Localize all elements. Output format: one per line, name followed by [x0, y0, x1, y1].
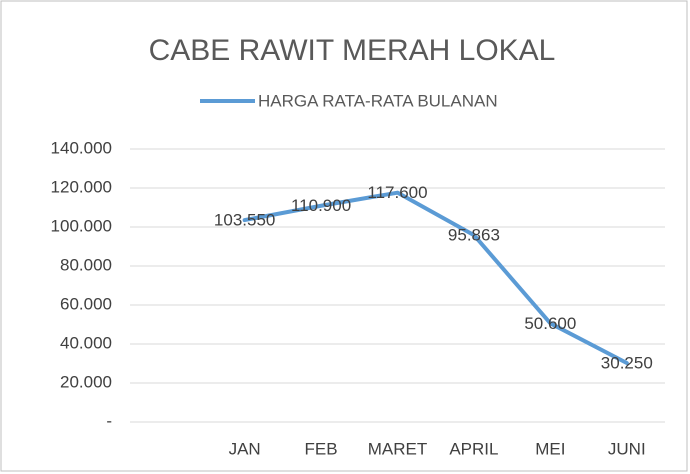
chart-title: CABE RAWIT MERAH LOKAL	[149, 34, 556, 67]
legend-label: HARGA RATA-RATA BULANAN	[258, 91, 498, 110]
y-tick-label: 140.000	[51, 138, 112, 157]
x-tick-label: JUNI	[608, 439, 646, 458]
y-tick-label: 40.000	[60, 333, 112, 352]
series-line	[242, 190, 629, 366]
x-tick-label: MARET	[368, 439, 428, 458]
data-label: 95.863	[448, 226, 500, 245]
y-tick-label: -	[106, 411, 112, 430]
data-label: 117.600	[367, 183, 427, 202]
x-tick-label: JAN	[229, 439, 261, 458]
y-tick-label: 120.000	[51, 177, 112, 196]
data-label: 50.600	[524, 314, 576, 333]
data-label: 103.550	[214, 211, 275, 230]
y-tick-label: 60.000	[60, 294, 112, 313]
x-tick-label: MEI	[535, 439, 565, 458]
data-label: 110.900	[291, 196, 351, 215]
x-tick-label: FEB	[305, 439, 338, 458]
data-label: 30.250	[601, 353, 653, 372]
y-tick-label: 20.000	[60, 372, 112, 391]
y-tick-label: 80.000	[60, 255, 112, 274]
x-tick-label: APRIL	[449, 439, 498, 458]
y-tick-label: 100.000	[51, 216, 112, 235]
